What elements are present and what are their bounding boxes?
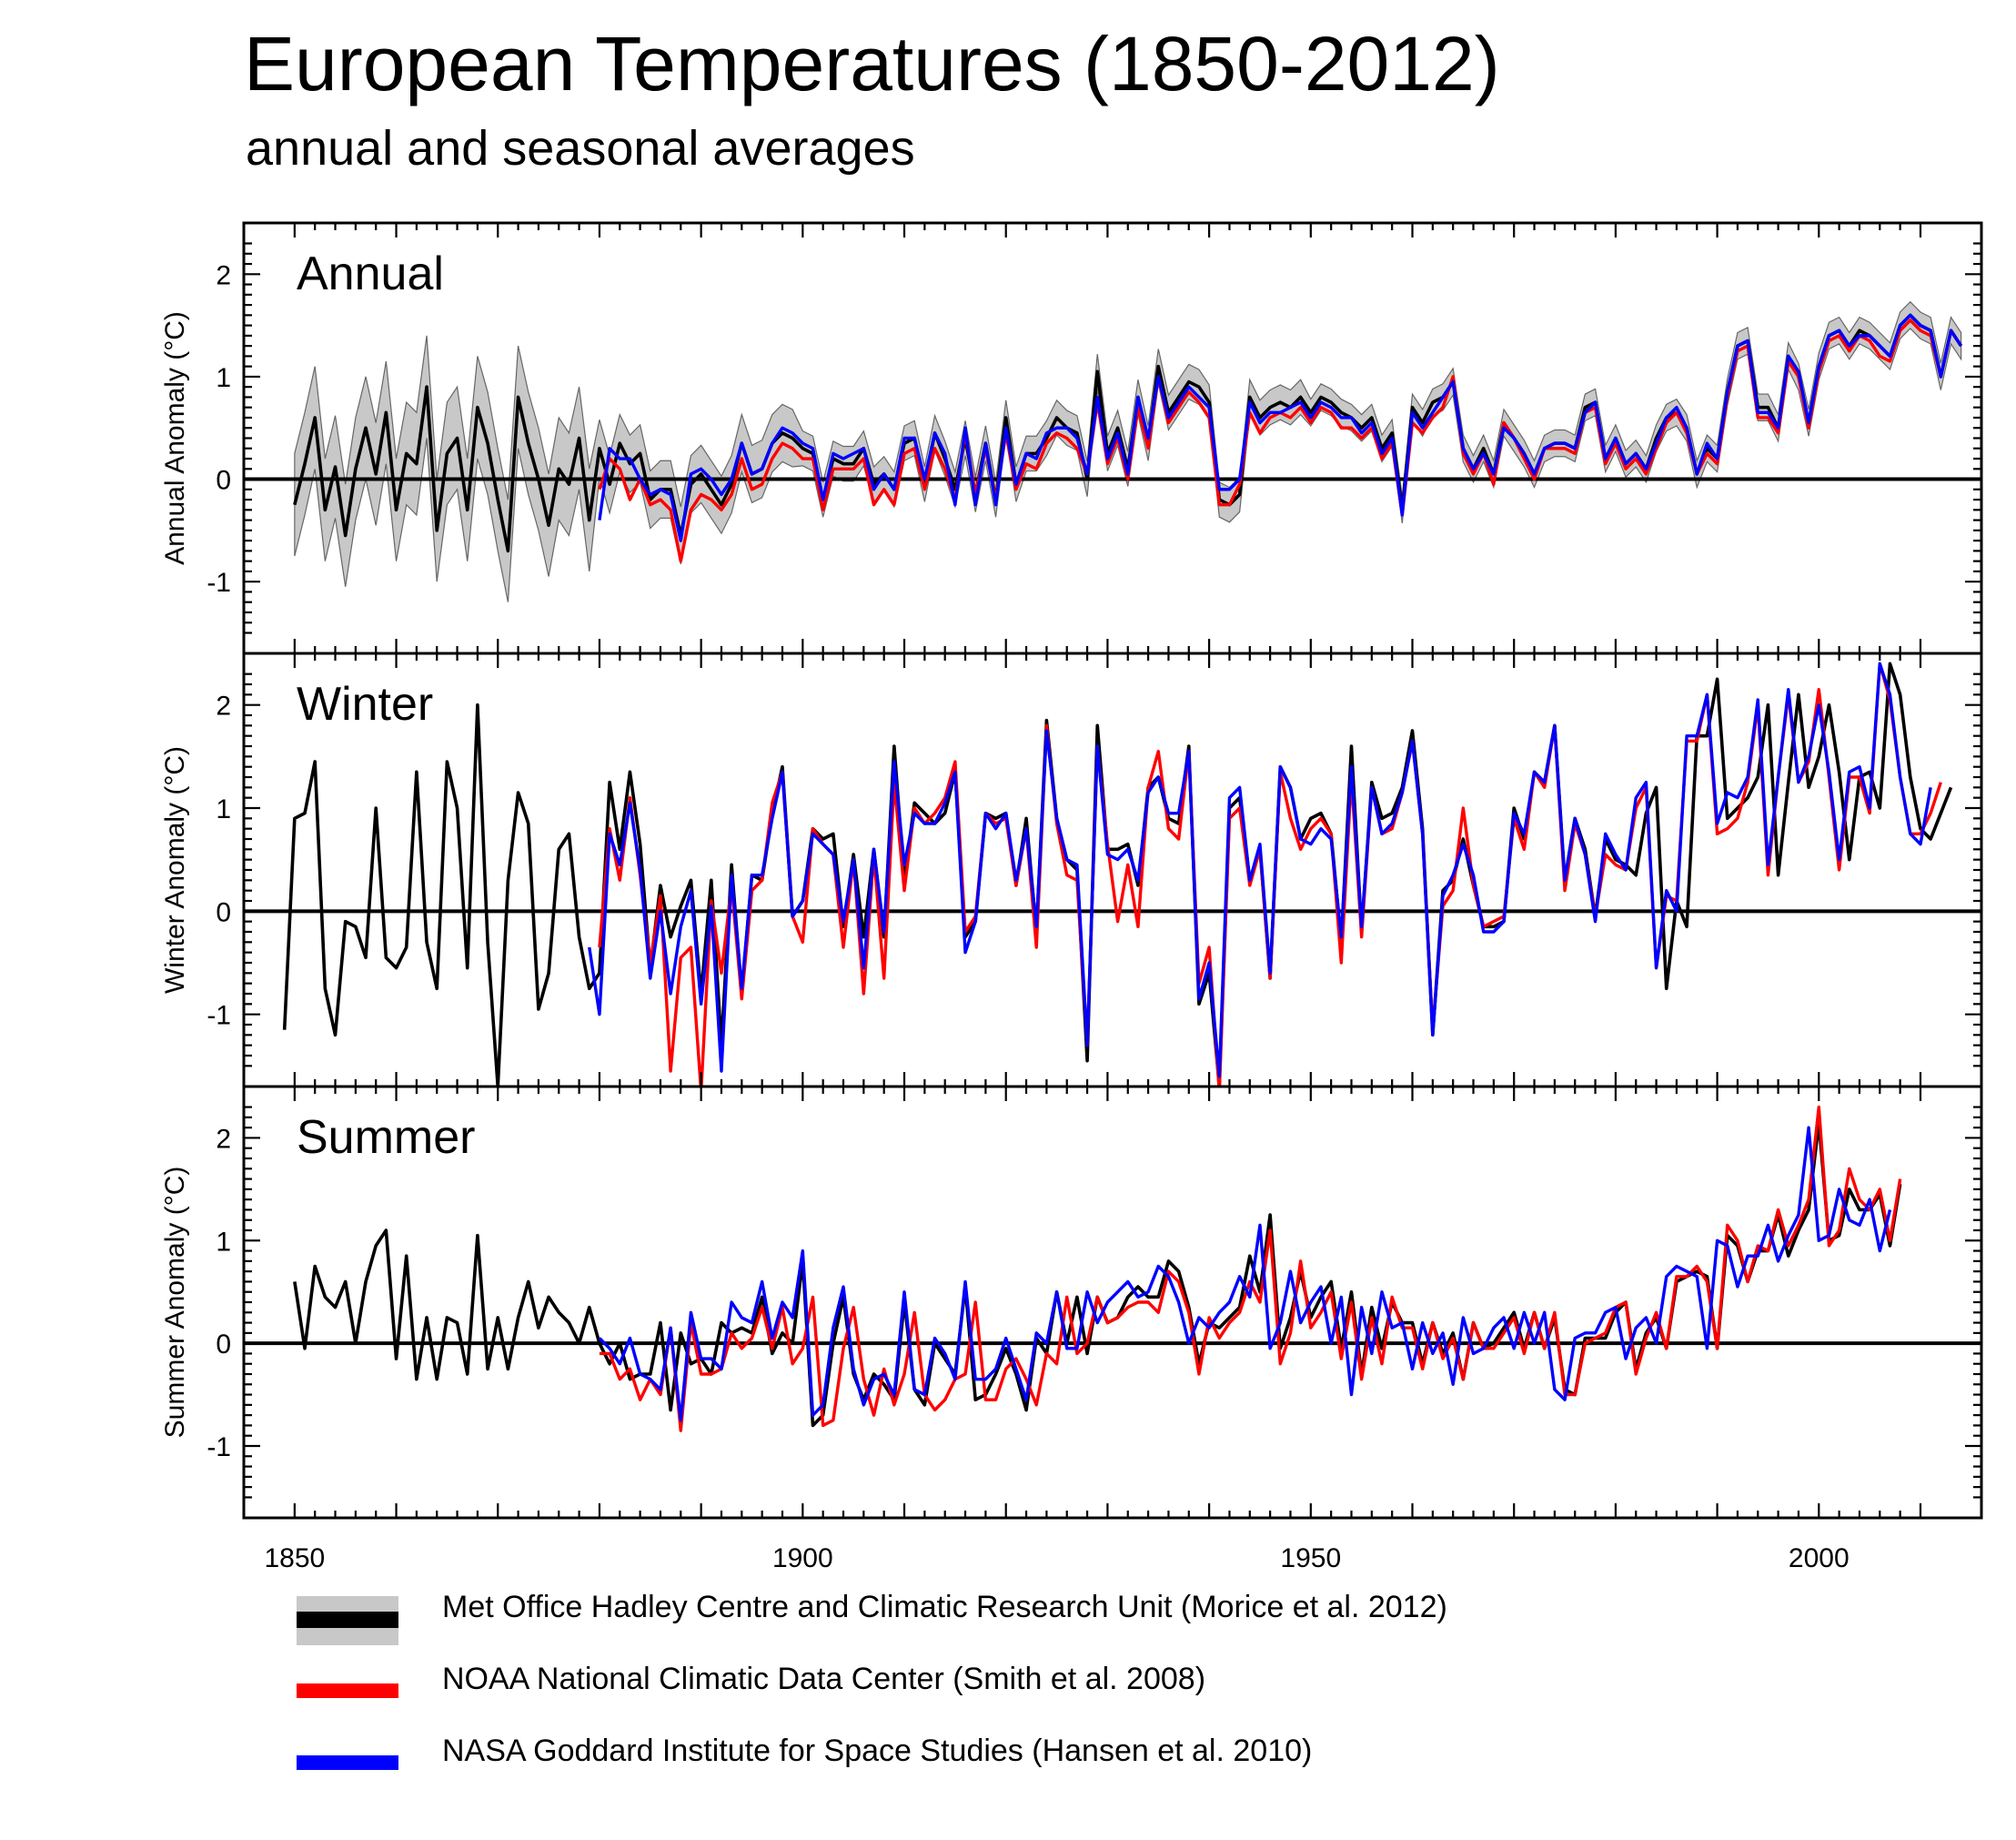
chart-title: European Temperatures (1850-2012) [244, 21, 1500, 106]
legend-swatch [297, 1755, 398, 1770]
y-tick-label: 2 [216, 260, 231, 290]
y-tick-label: 0 [216, 1329, 231, 1360]
legend-label: Met Office Hadley Centre and Climatic Re… [442, 1590, 1447, 1624]
y-tick-label: 0 [216, 466, 231, 496]
plot-area [244, 662, 1981, 1087]
x-axis: 1850 1900 1950 2000 [264, 1543, 1849, 1573]
x-tick-label: 2000 [1789, 1543, 1850, 1573]
hadcrut-uncertainty-band [294, 300, 1962, 602]
panel-summer: -1 0 1 2 Summer Summer Anomaly (°C) [160, 1085, 1983, 1520]
panel-annual: -1 0 1 2 Annual Annual Anomaly (°C) [160, 221, 1983, 655]
y-axis-label: Summer Anomaly (°C) [160, 1167, 190, 1439]
hadcrut-series-line [282, 662, 1953, 1087]
panel-title: Winter [297, 678, 433, 731]
legend-item-hadcrut: Met Office Hadley Centre and Climatic Re… [297, 1590, 1447, 1645]
nasa-series-line [588, 662, 1932, 1078]
noaa-series-line [599, 1105, 1902, 1432]
nasa-series-line [598, 1126, 1892, 1422]
plot-area [244, 300, 1981, 602]
y-tick-label: 1 [216, 1227, 231, 1257]
noaa-series-line [598, 662, 1942, 1087]
legend-item-nasa: NASA Goddard Institute for Space Studies… [297, 1734, 1312, 1770]
y-tick-label: 2 [216, 1124, 231, 1154]
legend-item-noaa: NOAA National Climatic Data Center (Smit… [297, 1662, 1205, 1698]
legend-swatch [297, 1612, 398, 1628]
panel-title: Annual [297, 248, 444, 300]
y-tick-label: 2 [216, 692, 231, 722]
x-tick-label: 1850 [264, 1543, 325, 1573]
hadcrut-series-line [293, 1120, 1902, 1428]
chart-subtitle: annual and seasonal averages [246, 121, 915, 176]
y-tick-label: -1 [207, 1432, 231, 1462]
panel-title: Summer [297, 1111, 475, 1164]
y-tick-label: 1 [216, 363, 231, 393]
y-tick-label: 0 [216, 897, 231, 927]
y-tick-label: -1 [207, 1001, 231, 1031]
legend-label: NASA Goddard Institute for Space Studies… [442, 1734, 1312, 1768]
legend-swatch [297, 1683, 398, 1698]
y-tick-label: -1 [207, 568, 231, 598]
y-tick-label: 1 [216, 794, 231, 824]
nasa-series-line [598, 313, 1963, 542]
plot-area [244, 1105, 1981, 1432]
x-tick-label: 1950 [1280, 1543, 1341, 1573]
legend: Met Office Hadley Centre and Climatic Re… [297, 1590, 1447, 1770]
chart-panels: -1 0 1 2 Annual Annual Anomaly (°C) -1 0 1 2 Winte… [160, 221, 1983, 1520]
x-tick-label: 1900 [772, 1543, 833, 1573]
legend-label: NOAA National Climatic Data Center (Smit… [442, 1662, 1205, 1696]
panel-winter: -1 0 1 2 Winter Winter Anomaly (°C) [160, 652, 1983, 1088]
y-axis-label: Winter Anomaly (°C) [160, 746, 190, 994]
y-axis-label: Annual Anomaly (°C) [160, 311, 190, 565]
